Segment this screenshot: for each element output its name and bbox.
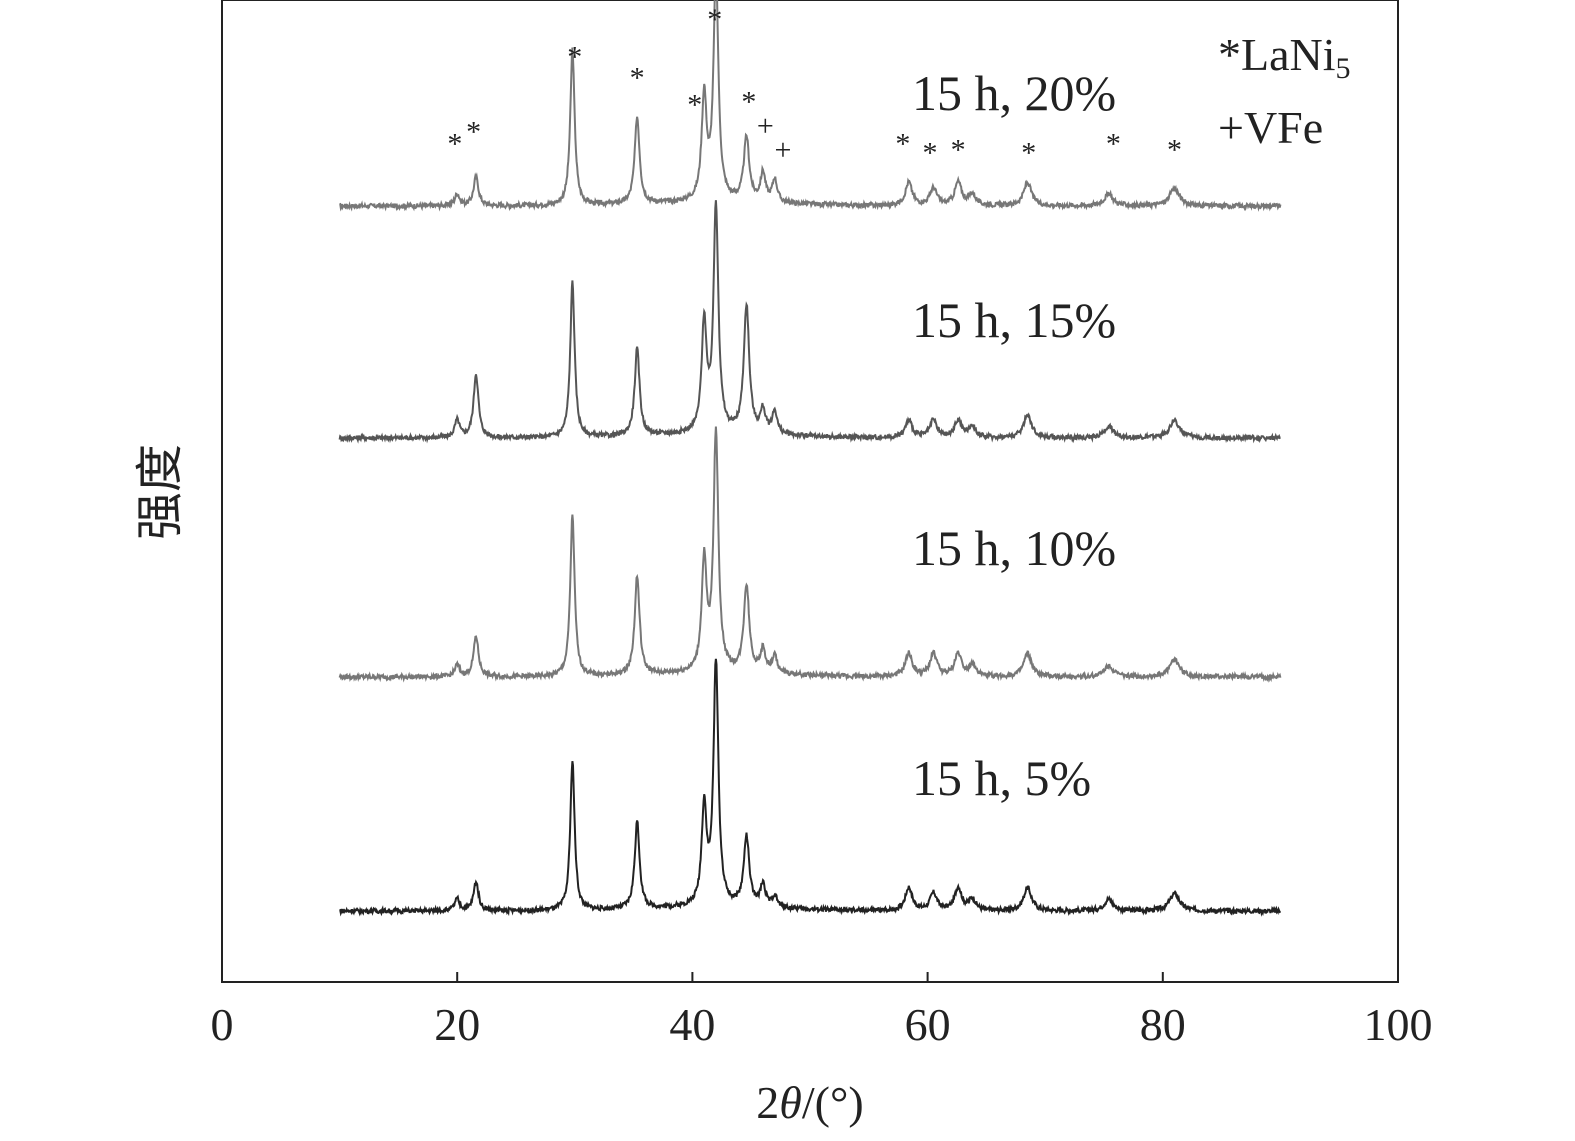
lani5-phase-marker: * bbox=[447, 128, 462, 161]
series-line bbox=[339, 658, 1282, 917]
lani5-phase-marker: * bbox=[1021, 137, 1036, 170]
legend: *LaNi5 +VFe bbox=[1218, 29, 1351, 153]
lani5-phase-marker: * bbox=[630, 62, 645, 95]
y-axis-title: 强度 bbox=[132, 444, 188, 540]
legend-entry-vfe: +VFe bbox=[1218, 102, 1323, 153]
lani5-phase-marker: * bbox=[707, 3, 722, 36]
phase-markers: * ******++ * * * * * * bbox=[447, 3, 1182, 170]
lani5-phase-marker: * bbox=[951, 134, 966, 167]
x-tick-label: 60 bbox=[905, 999, 951, 1050]
lani5-phase-marker: * bbox=[895, 128, 910, 161]
legend-entry-lani5: *LaNi5 bbox=[1218, 29, 1351, 85]
series-line bbox=[338, 200, 1281, 444]
x-axis-ticks bbox=[221, 972, 1399, 982]
x-axis-tick-labels: 0 20 40 60 80 100 bbox=[211, 999, 1433, 1050]
x-tick-label: 0 bbox=[211, 999, 234, 1050]
series-label: 15 h, 15% bbox=[912, 292, 1116, 348]
series-label: 15 h, 5% bbox=[912, 750, 1091, 806]
series-lines bbox=[338, 0, 1282, 917]
vfe-phase-marker: + bbox=[757, 110, 774, 143]
lani5-phase-marker: * bbox=[1106, 128, 1121, 161]
x-tick-label: 100 bbox=[1364, 999, 1433, 1050]
lani5-phase-marker: * bbox=[687, 89, 702, 122]
x-tick-label: 40 bbox=[669, 999, 715, 1050]
x-axis-title: 2θ/(°) bbox=[756, 1077, 863, 1128]
series-line bbox=[338, 426, 1282, 683]
plot-frame bbox=[221, 0, 1399, 983]
lani5-phase-marker: * bbox=[466, 116, 481, 149]
series-line bbox=[339, 0, 1282, 212]
series-labels: 15 h, 20% 15 h, 15% 15 h, 10% 15 h, 5% bbox=[912, 65, 1116, 806]
lani5-phase-marker: * bbox=[922, 137, 937, 170]
vfe-phase-marker: + bbox=[774, 134, 791, 167]
series-label: 15 h, 20% bbox=[912, 65, 1116, 121]
lani5-phase-marker: * bbox=[1167, 134, 1182, 167]
lani5-phase-marker: * bbox=[741, 86, 756, 119]
lani5-phase-marker: * bbox=[567, 41, 582, 74]
series-label: 15 h, 10% bbox=[912, 520, 1116, 576]
x-tick-label: 80 bbox=[1140, 999, 1186, 1050]
x-tick-label: 20 bbox=[434, 999, 480, 1050]
